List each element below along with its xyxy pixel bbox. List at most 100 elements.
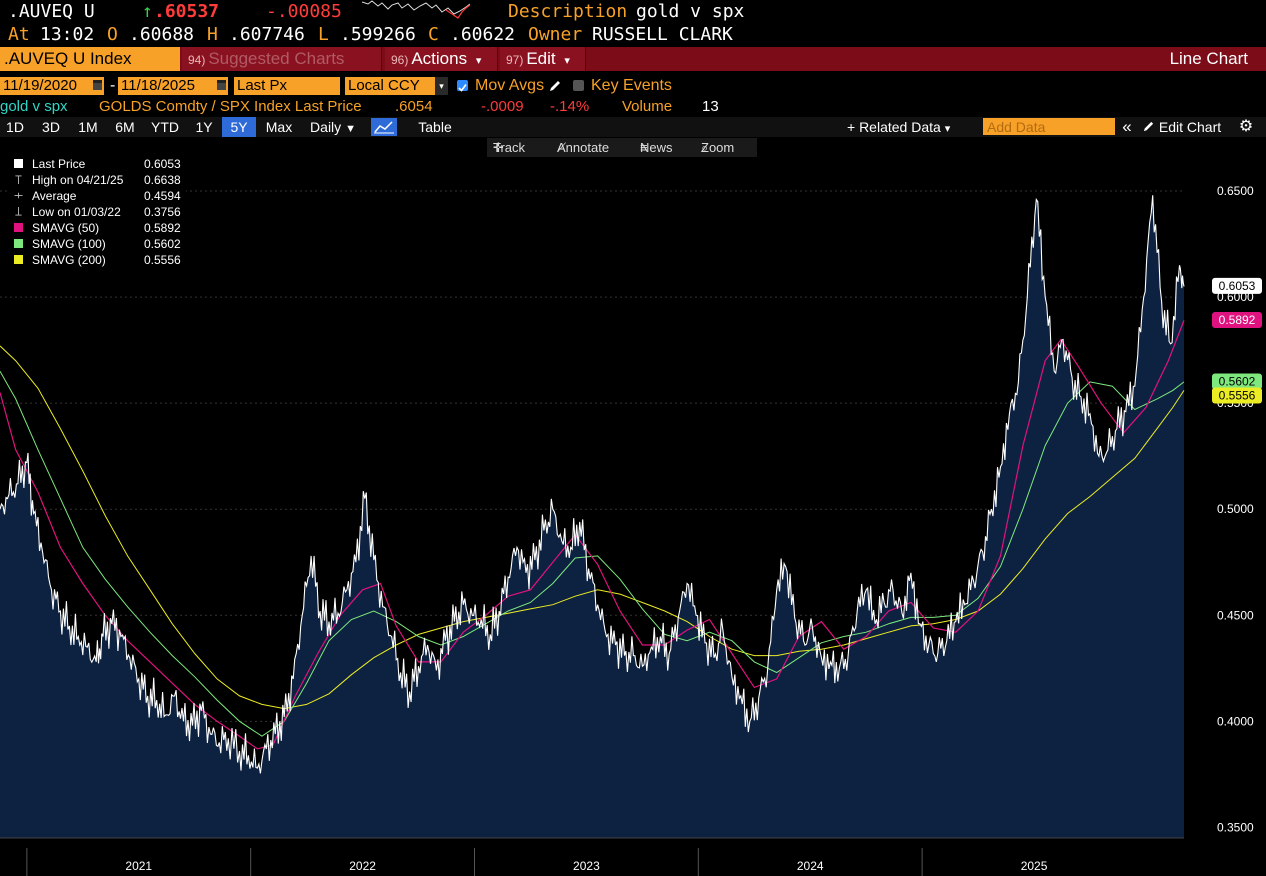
- legend-value: 0.3756: [144, 205, 181, 219]
- quote-time: 13:02: [40, 24, 95, 45]
- mov-avgs-checkbox[interactable]: [457, 80, 468, 92]
- edit-number: 97): [506, 53, 524, 67]
- annotate-icon: ⟋: [557, 140, 567, 155]
- period-1d[interactable]: 1D: [6, 119, 24, 135]
- close-value: .60622: [450, 24, 516, 45]
- currency-select[interactable]: Local CCY ▾: [345, 77, 448, 95]
- last-price: .60537: [154, 1, 220, 22]
- calendar-icon[interactable]: [93, 80, 102, 90]
- right-value-label: 0.5556: [1219, 389, 1256, 403]
- y-tick-label: 0.6500: [1217, 184, 1254, 198]
- zoom-icon: ⌕: [701, 140, 709, 155]
- line-chart-icon[interactable]: [371, 118, 397, 136]
- period-6m[interactable]: 6M: [115, 119, 135, 135]
- annotate-label: Annotate: [557, 140, 610, 155]
- dropdown-arrow-icon[interactable]: ▾: [435, 77, 448, 95]
- legend-value: 0.6638: [144, 173, 181, 187]
- calendar-icon[interactable]: [217, 80, 226, 90]
- at-label: At: [8, 24, 30, 45]
- actions-menu-button[interactable]: 96) Actions ▾: [385, 47, 498, 71]
- chart-area[interactable]: 0.35000.40000.45000.50000.55000.60000.65…: [0, 138, 1266, 876]
- low-label: L: [318, 24, 329, 45]
- quote-header-row: .AUVEQ U ↑ .60537 -.00085 Description go…: [0, 0, 1266, 23]
- period-ytd[interactable]: YTD: [151, 119, 179, 135]
- actions-label: Actions: [411, 49, 468, 68]
- owner-value: RUSSELL CLARK: [592, 24, 733, 45]
- edit-chart-button[interactable]: Edit Chart: [1142, 117, 1221, 137]
- high-label: H: [207, 24, 218, 45]
- sma100-swatch: [14, 239, 23, 248]
- end-date-text: 11/18/2025: [121, 77, 195, 94]
- legend-row-sma100[interactable]: SMAVG (100) 0.5602: [10, 236, 186, 252]
- gear-icon[interactable]: ⚙: [1238, 118, 1254, 135]
- right-value-box: [1212, 373, 1262, 390]
- key-events-checkbox[interactable]: [573, 80, 584, 91]
- low-marker-icon: [15, 207, 22, 216]
- high-marker-icon: [15, 175, 22, 184]
- edit-label: Edit: [526, 49, 556, 68]
- end-date-field[interactable]: 11/18/2025: [118, 77, 228, 95]
- start-date-field[interactable]: 11/19/2020: [0, 77, 104, 95]
- price-chart[interactable]: 0.35000.40000.45000.50000.55000.60000.65…: [0, 138, 1266, 876]
- y-tick-label: 0.4000: [1217, 714, 1254, 728]
- chevron-down-icon: ▼: [345, 123, 356, 135]
- x-tick-label: 2024: [797, 859, 824, 873]
- right-value-box: [1212, 277, 1262, 294]
- legend-row-low[interactable]: Low on 01/03/22 0.3756: [10, 204, 186, 220]
- period-max[interactable]: Max: [265, 119, 293, 135]
- sma100-line: [0, 371, 1185, 737]
- suggested-charts-button[interactable]: 94) Suggested Charts: [182, 47, 382, 71]
- chart-type-label: Line Chart: [1169, 49, 1248, 68]
- table-button[interactable]: Table: [418, 119, 452, 135]
- pencil-icon[interactable]: [548, 79, 562, 93]
- security-info-row: gold v spx GOLDS Comdty / SPX Index Last…: [0, 97, 1266, 117]
- legend-name: Last Price: [32, 157, 86, 171]
- edit-menu-button[interactable]: 97) Edit ▾: [500, 47, 586, 71]
- legend-row-sma50[interactable]: SMAVG (50) 0.5892: [10, 220, 186, 236]
- track-label: Track: [493, 140, 526, 155]
- checkmark-icon: [458, 84, 467, 92]
- period-toolbar: 1D 3D 1M 6M YTD 1Y 5Y Max Daily ▼ Table …: [0, 117, 1266, 137]
- average-marker-icon: [14, 192, 23, 199]
- security-price: .6054: [395, 98, 433, 115]
- legend-name: Average: [32, 189, 77, 203]
- mov-avgs-label[interactable]: Mov Avgs: [475, 77, 545, 94]
- legend-value: 0.4594: [144, 189, 181, 203]
- actions-number: 96): [391, 53, 409, 67]
- function-menu-bar: .AUVEQ U Index 94) Suggested Charts 96) Ac…: [0, 47, 1266, 71]
- right-value-box: [1212, 387, 1262, 404]
- ohlc-row: At 13:02 O .60688 H .607746 L .599266 C …: [0, 23, 1266, 46]
- frequency-select[interactable]: Daily ▼: [302, 117, 364, 137]
- security-field[interactable]: .AUVEQ U Index: [0, 47, 180, 71]
- chart-tools-bar: ✛ Track ⟋ Annotate ≡ News ⌕ Zoom: [487, 138, 757, 157]
- legend-row-high[interactable]: High on 04/21/25 0.6638: [10, 172, 186, 188]
- security-formula: GOLDS Comdty / SPX Index Last Price: [99, 98, 362, 115]
- pencil-icon: [1143, 121, 1154, 132]
- price-change: -.00085: [266, 1, 342, 22]
- suggested-number: 94): [188, 53, 206, 67]
- ticker-symbol: .AUVEQ U: [8, 1, 95, 22]
- intraday-sparkline: [362, 0, 470, 19]
- legend-row-last-price[interactable]: Last Price 0.6053: [10, 156, 186, 172]
- period-1m[interactable]: 1M: [78, 119, 98, 135]
- period-1y[interactable]: 1Y: [195, 119, 213, 135]
- add-data-input[interactable]: [983, 118, 1115, 135]
- legend-value: 0.5556: [144, 253, 181, 267]
- period-3d[interactable]: 3D: [42, 119, 60, 135]
- description-value: gold v spx: [636, 1, 745, 22]
- key-events-label[interactable]: Key Events: [591, 77, 672, 94]
- x-tick-label: 2025: [1021, 859, 1048, 873]
- right-value-label: 0.6053: [1219, 279, 1256, 293]
- legend-name: SMAVG (100): [32, 237, 106, 251]
- last-price-line: [0, 195, 1185, 774]
- period-5y[interactable]: 5Y: [222, 117, 256, 137]
- chevron-down-icon: ▾: [944, 123, 951, 135]
- volume-label: Volume: [622, 98, 673, 115]
- legend-row-sma200[interactable]: SMAVG (200) 0.5556: [10, 252, 186, 268]
- collapse-icon[interactable]: «: [1122, 117, 1132, 136]
- legend-row-average[interactable]: Average 0.4594: [10, 188, 186, 204]
- legend-value: 0.5602: [144, 237, 181, 251]
- price-field-select[interactable]: Last Px: [234, 77, 340, 95]
- price-field-text: Last Px: [237, 77, 288, 94]
- related-data-button[interactable]: + Related Data ▾: [847, 117, 950, 137]
